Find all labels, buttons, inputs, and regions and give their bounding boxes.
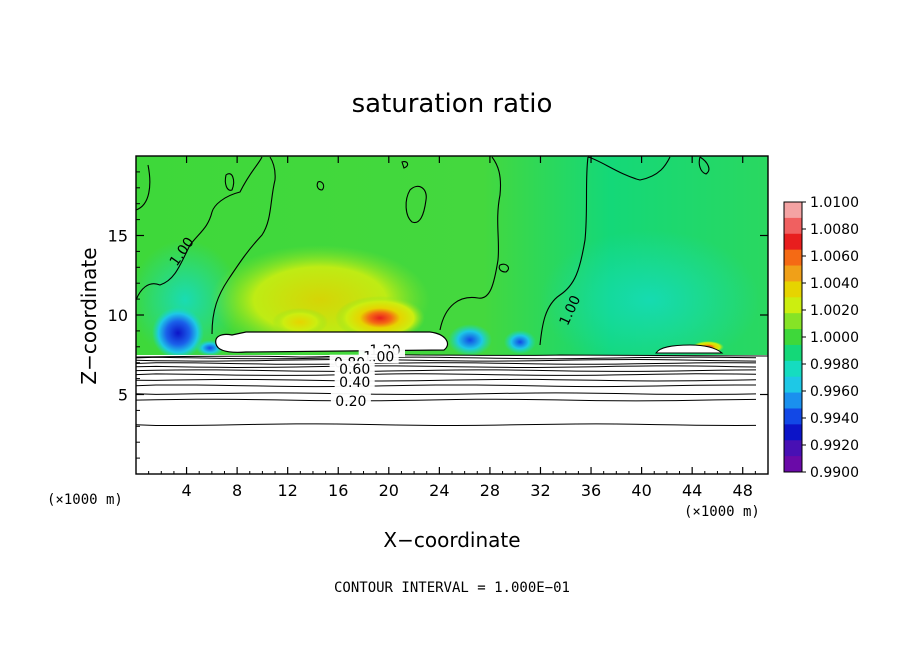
- colorbar-swatch: [784, 344, 802, 362]
- contours-stable-layer: [136, 356, 757, 427]
- colorbar-swatch: [784, 297, 802, 314]
- contours-upper: [136, 156, 710, 346]
- field-cyan-region-right: [540, 230, 760, 370]
- colorbar-label: 1.0100: [810, 195, 859, 211]
- contour-line: [136, 369, 757, 372]
- x-unit-left: (×1000 m): [47, 492, 123, 508]
- colorbar-label: 0.9940: [810, 411, 859, 427]
- contour-label-bg: [330, 392, 371, 408]
- colorbar: 1.0100 1.0080 1.0060 1.0040 1.0020 1.0000 0.99…: [783, 195, 859, 481]
- plot-field: 1.001.001.201.000.800.600.400.20: [136, 156, 768, 474]
- x-tick-label: 28: [480, 481, 500, 500]
- contour-line: [136, 356, 757, 360]
- chart-title: saturation ratio: [352, 89, 553, 119]
- contour-label: 0.20: [335, 394, 366, 410]
- colorbar-label: 1.0040: [810, 276, 859, 292]
- contour-line: [136, 362, 757, 365]
- colorbar-label: 1.0080: [810, 222, 859, 238]
- contour-label-bg: [334, 361, 375, 377]
- colorbar-swatch: [784, 392, 802, 409]
- contour-label: 0.40: [339, 375, 370, 391]
- colorbar-swatch: [784, 265, 802, 282]
- contour-line: [136, 384, 756, 388]
- colorbar-label: 0.9960: [810, 384, 859, 400]
- colorbar-swatch: [784, 329, 802, 346]
- contour-label-bg: [334, 373, 375, 389]
- colorbar-label: 0.9920: [810, 438, 859, 454]
- field-blue-minimum-1: [152, 307, 204, 359]
- y-axis-title: Z−coordinate: [77, 247, 101, 384]
- x-tick-label: 44: [682, 481, 702, 500]
- colorbar-swatch: [784, 233, 802, 251]
- field-warm-core: [335, 296, 425, 340]
- colorbar-label: 1.0020: [810, 303, 859, 319]
- x-axis: 4 8 12 16 20 24 28 32 36 40 44 48: [148, 156, 756, 500]
- y-tick-label: 15: [108, 227, 128, 246]
- contour-interval-note: CONTOUR INTERVAL = 1.000E−01: [334, 580, 570, 596]
- colorbar-label: 0.9900: [810, 465, 859, 481]
- colorbar-swatch: [784, 376, 802, 394]
- colorbar-swatch: [784, 281, 802, 298]
- colorbar-swatch: [784, 217, 802, 235]
- colorbar-swatch: [784, 424, 802, 441]
- colorbar-label: 1.0060: [810, 249, 859, 265]
- lower-layer: [136, 355, 768, 474]
- x-tick-label: 4: [181, 481, 191, 500]
- y-axis: 5 10 15: [108, 171, 768, 459]
- x-axis-title: X−coordinate: [383, 528, 520, 552]
- contour-line: [136, 392, 757, 396]
- colorbar-swatch: [784, 313, 802, 330]
- x-tick-label: 20: [379, 481, 399, 500]
- x-tick-label: 32: [530, 481, 550, 500]
- colorbar-swatch: [784, 360, 802, 378]
- contour-line: [136, 365, 757, 369]
- contour-line: [136, 423, 757, 427]
- cloud-region-main: [215, 331, 449, 353]
- colorbar-swatch: [784, 202, 802, 219]
- colorbar-swatch: [784, 440, 802, 457]
- x-tick-label: 24: [429, 481, 449, 500]
- x-unit-right: (×1000 m): [684, 504, 760, 520]
- field-warm-core-small: [272, 308, 328, 336]
- x-tick-label: 36: [581, 481, 601, 500]
- contour-line: [136, 398, 757, 402]
- contour-line: [136, 358, 757, 362]
- contours-interface: [136, 354, 768, 358]
- colorbar-swatch: [784, 456, 802, 473]
- colorbar-label: 1.0000: [810, 330, 859, 346]
- colorbar-label: 0.9980: [810, 357, 859, 373]
- x-tick-label: 48: [733, 481, 753, 500]
- x-tick-label: 12: [278, 481, 298, 500]
- x-tick-label: 40: [631, 481, 651, 500]
- contour-line: [136, 378, 757, 382]
- y-tick-label: 5: [118, 386, 128, 405]
- y-tick-label: 10: [108, 306, 128, 325]
- field-blue-minimum-2: [448, 324, 492, 356]
- cloud-region-right: [655, 344, 724, 354]
- x-tick-label: 16: [328, 481, 348, 500]
- x-tick-label: 8: [232, 481, 242, 500]
- colorbar-swatch: [784, 408, 802, 425]
- colorbar-swatch: [784, 249, 802, 267]
- contour-line: [136, 373, 757, 376]
- field-blue-minimum-3: [504, 330, 536, 354]
